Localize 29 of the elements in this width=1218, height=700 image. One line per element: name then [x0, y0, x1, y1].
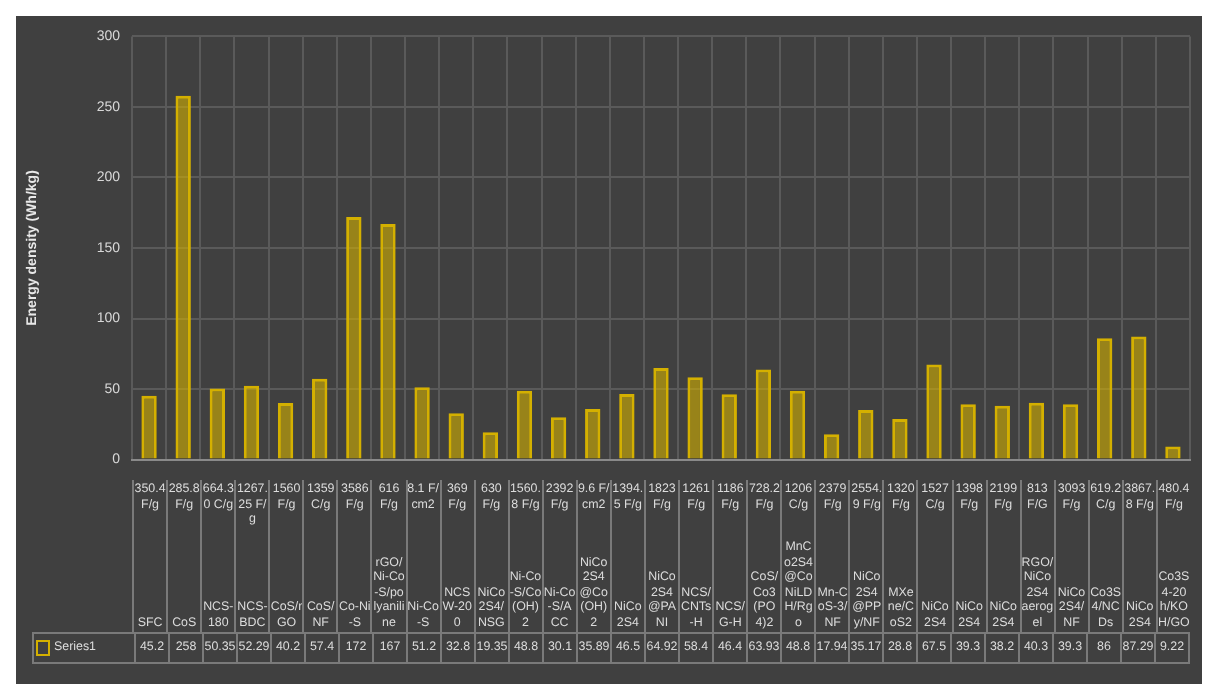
bar: [1097, 338, 1113, 459]
bar: [243, 385, 260, 459]
bar: [755, 369, 772, 459]
bar: [585, 408, 601, 459]
bar: [653, 368, 669, 459]
bar: [926, 364, 942, 459]
bar: [482, 432, 499, 459]
bar: [448, 413, 464, 459]
bar: [516, 390, 533, 459]
bar: [346, 216, 362, 459]
bar: [550, 417, 567, 459]
bar: [277, 402, 294, 459]
bar: [994, 405, 1010, 459]
bar: [1028, 402, 1045, 459]
bar: [892, 418, 908, 459]
bar: [380, 224, 396, 459]
bar: [175, 95, 191, 459]
bar: [414, 387, 430, 459]
bar: [789, 390, 806, 459]
bar: [141, 395, 157, 459]
bar: [1131, 336, 1147, 459]
bar: [312, 378, 328, 459]
bar: [687, 377, 703, 459]
bar: [209, 388, 225, 459]
bar: [858, 409, 874, 459]
bar: [721, 394, 737, 459]
bar: [619, 394, 635, 459]
bar: [960, 404, 976, 459]
bar: [1062, 404, 1079, 459]
